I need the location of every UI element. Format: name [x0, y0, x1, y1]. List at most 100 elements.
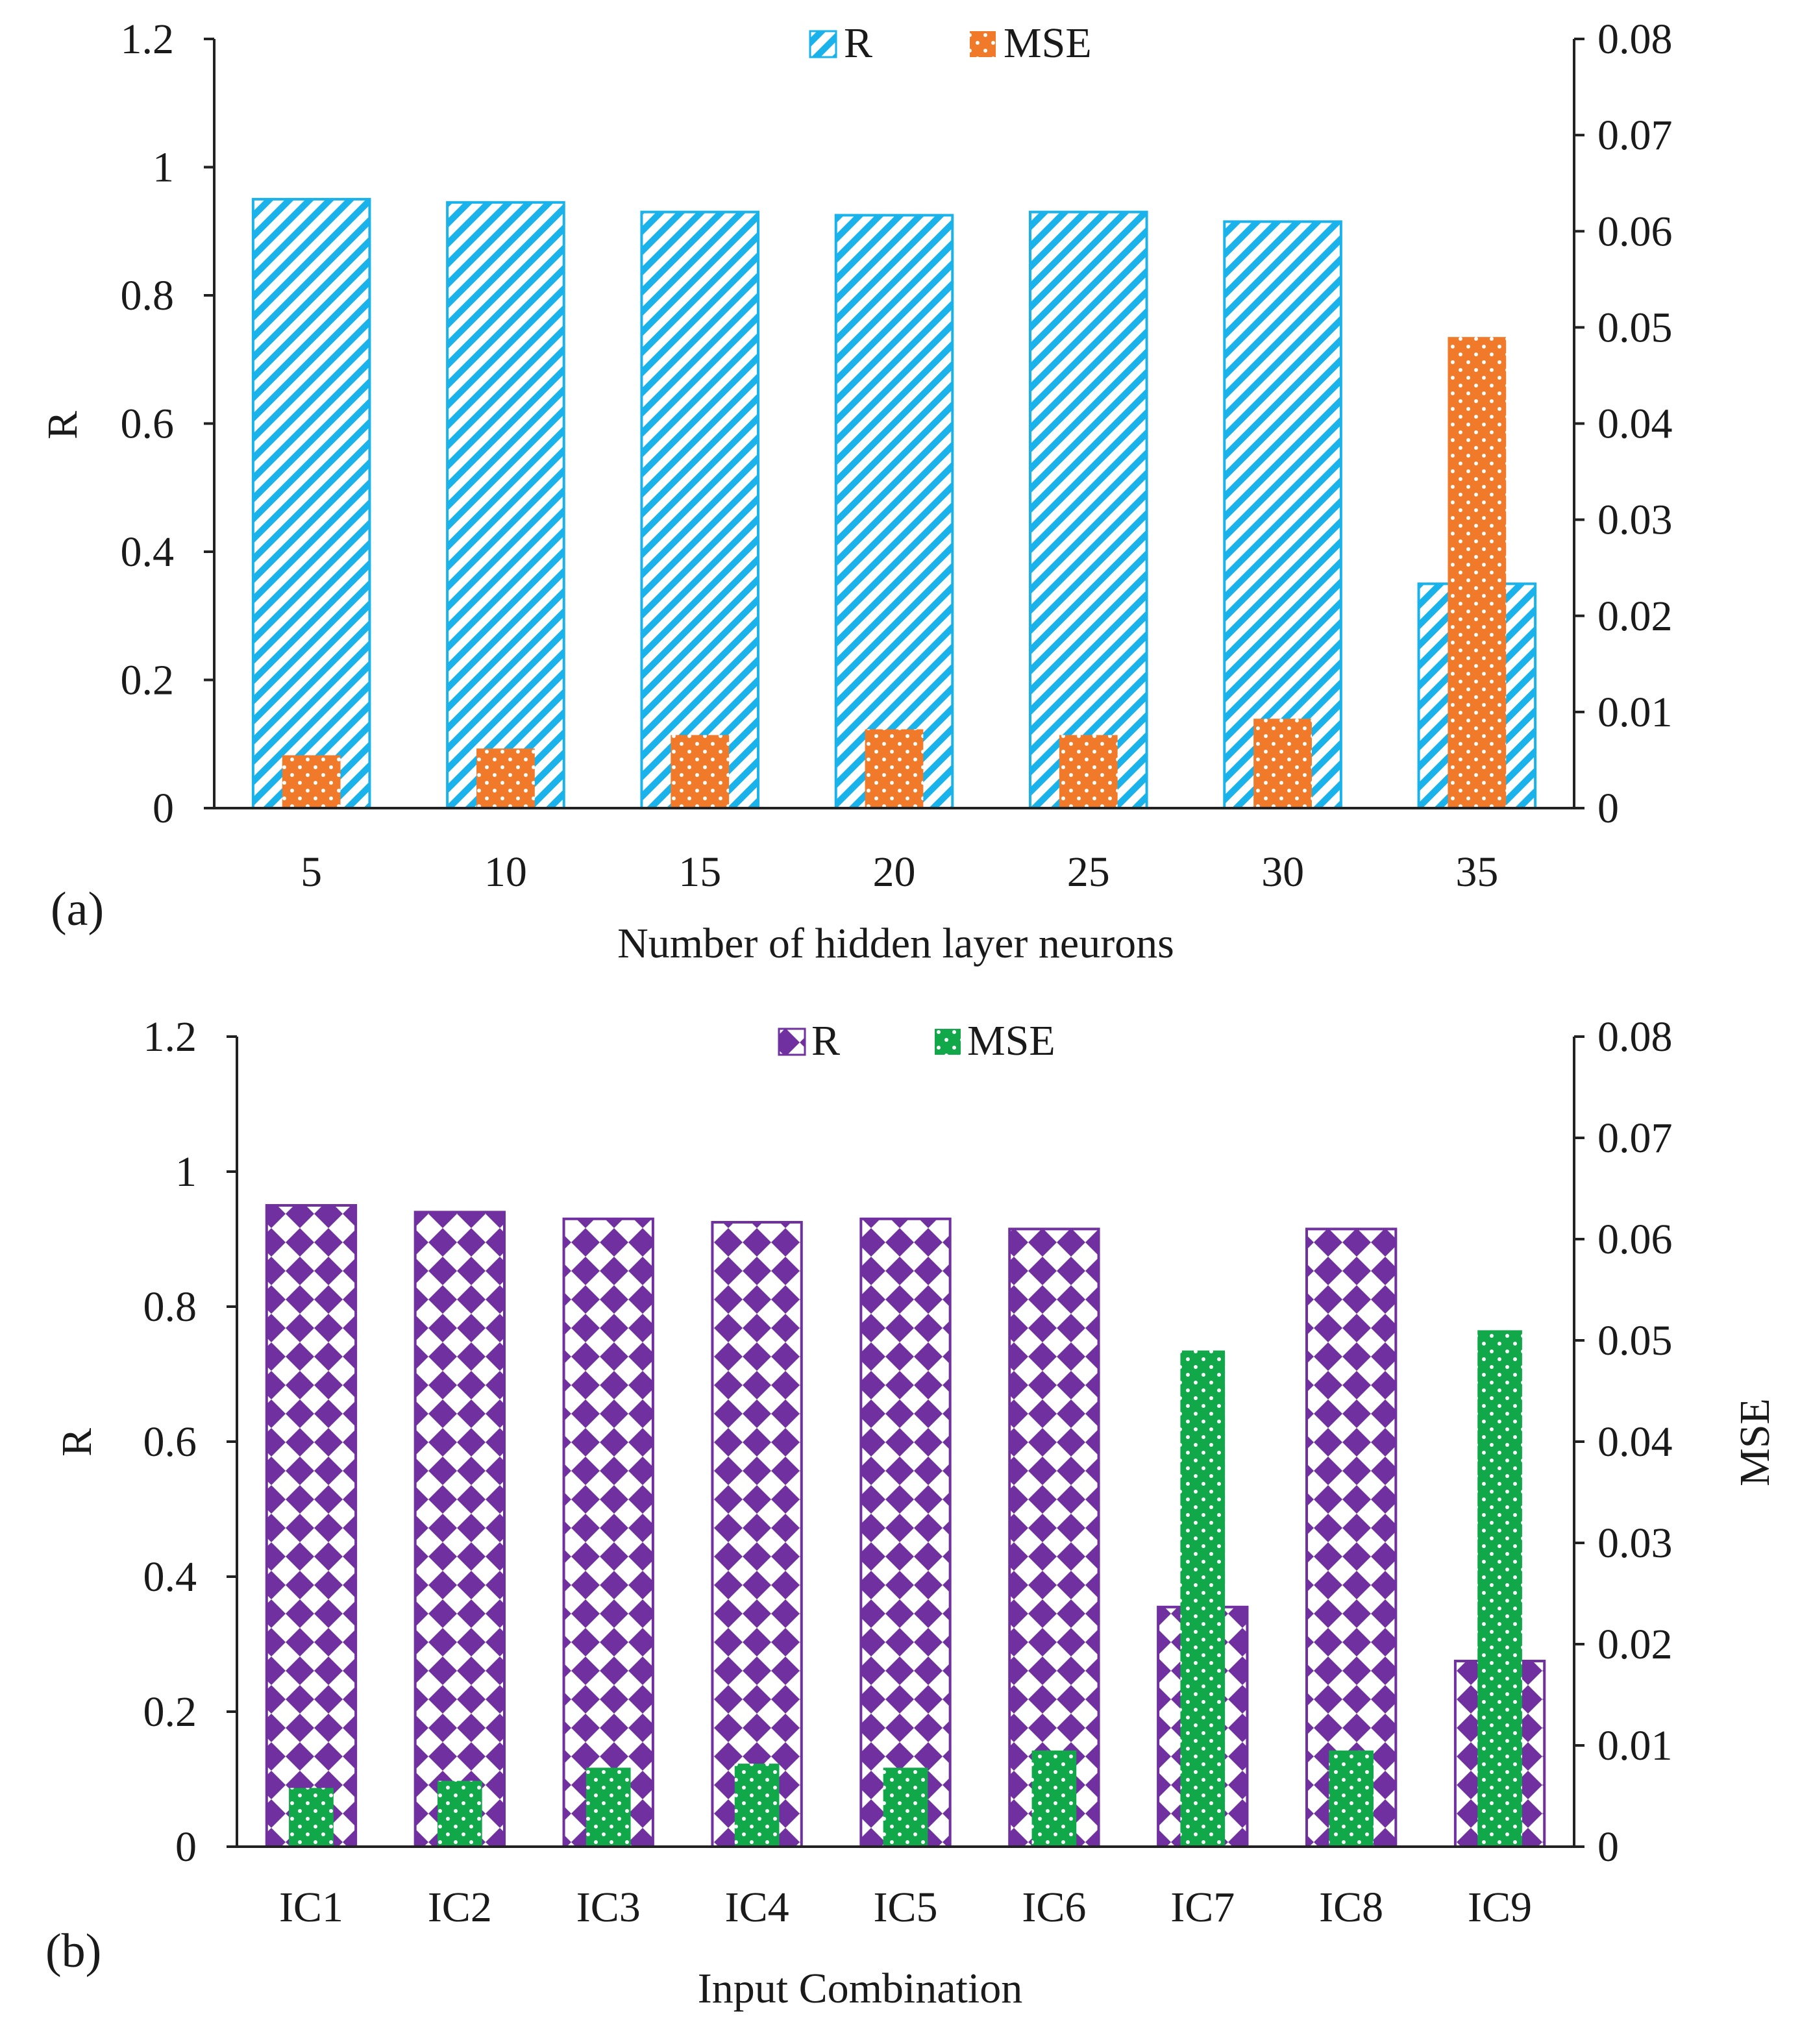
panel-a-y2-ticks: 0 0.01 0.02 0.03 0.04 0.05 0.06 0.07 0.08: [1574, 16, 1673, 832]
bar-r-a-20: [834, 214, 954, 809]
bar-mse-b-IC4: [734, 1764, 780, 1847]
bar-mse-b-IC1: [289, 1788, 334, 1847]
y2-tick-a-0.02: 0.02: [1597, 593, 1673, 640]
bar-r-a-5: [251, 197, 371, 809]
bar-mse-a-35: [1448, 337, 1507, 808]
x-tick-b-IC5: IC5: [874, 1884, 938, 1931]
y-tick-a-0.6: 0.6: [121, 400, 175, 448]
bar-r-b-IC1: [265, 1204, 358, 1848]
x-tick-a-5: 5: [301, 848, 322, 896]
x-tick-b-IC8: IC8: [1319, 1884, 1383, 1931]
y2-tick-a-0.04: 0.04: [1597, 400, 1673, 448]
y-tick-b-0.8: 0.8: [143, 1283, 197, 1331]
y2-tick-a-0.06: 0.06: [1597, 208, 1673, 255]
y-tick-b-0.6: 0.6: [143, 1418, 197, 1466]
x-tick-b-IC6: IC6: [1022, 1884, 1086, 1931]
panel-b-x-label: Input Combination: [698, 1965, 1022, 2012]
x-tick-b-IC7: IC7: [1170, 1884, 1235, 1931]
legend-label-mse-a: MSE: [1004, 19, 1092, 67]
legend-swatch-r-b: [778, 1028, 806, 1056]
bar-r-a-25: [1029, 210, 1148, 809]
bar-r-a-10: [446, 201, 565, 809]
x-tick-a-10: 10: [484, 848, 527, 896]
y-tick-a-0.4: 0.4: [121, 528, 175, 576]
panel-a-legend: R MSE: [809, 19, 1092, 67]
panel-b: 00.20.40.60.811.2 00.010.020.030.040.050…: [45, 1013, 1779, 2012]
bars-b: [265, 1204, 1546, 1849]
y-tick-b-0.2: 0.2: [143, 1688, 197, 1736]
legend-label-mse-b: MSE: [967, 1017, 1055, 1065]
legend-label-r-a: R: [844, 19, 872, 67]
panel-a: 00.20.40.60.811.2 00.010.020.030.040.050…: [39, 16, 1673, 967]
y-tick-a-0.8: 0.8: [121, 272, 175, 319]
panel-a-x-ticks: 5 10 15 20 25 30 35: [301, 848, 1498, 896]
bar-r-b-IC2: [413, 1211, 506, 1848]
y-tick-b-1: 1: [175, 1148, 197, 1196]
y-tick-b-0.4: 0.4: [143, 1553, 197, 1601]
legend-swatch-mse-b: [935, 1029, 961, 1055]
y2-tick-a-0.01: 0.01: [1597, 689, 1673, 736]
bar-r-a-30: [1223, 220, 1342, 809]
bar-r-b-IC4: [711, 1221, 803, 1848]
bar-mse-b-IC8: [1329, 1750, 1374, 1847]
y2-tick-b-0.07: 0.07: [1597, 1114, 1673, 1162]
bar-mse-b-IC7: [1180, 1350, 1226, 1847]
y-tick-a-0.2: 0.2: [121, 657, 175, 704]
x-tick-b-IC1: IC1: [279, 1884, 343, 1931]
y-tick-a-0: 0: [153, 785, 174, 832]
y2-tick-a-0.05: 0.05: [1597, 304, 1673, 351]
y2-tick-b-0.04: 0.04: [1597, 1418, 1673, 1466]
bar-r-b-IC5: [859, 1217, 952, 1849]
bar-mse-b-IC5: [883, 1767, 928, 1847]
x-tick-b-IC3: IC3: [576, 1884, 641, 1931]
x-tick-b-IC9: IC9: [1468, 1884, 1532, 1931]
panel-a-x-label: Number of hidden layer neurons: [617, 920, 1174, 967]
legend-label-r-b: R: [811, 1017, 840, 1065]
x-tick-a-30: 30: [1261, 848, 1304, 896]
x-tick-b-IC4: IC4: [725, 1884, 789, 1931]
legend-swatch-r-a: [809, 30, 837, 58]
y-tick-a-1.2: 1.2: [121, 16, 175, 63]
y2-tick-b-0: 0: [1597, 1823, 1619, 1871]
panel-b-label: (b): [45, 1925, 101, 1978]
y-tick-a-1: 1: [153, 144, 174, 191]
panel-b-legend: R MSE: [778, 1017, 1055, 1065]
y2-tick-b-0.05: 0.05: [1597, 1317, 1673, 1364]
bar-mse-a-30: [1253, 719, 1312, 808]
x-tick-a-25: 25: [1067, 848, 1110, 896]
bar-mse-a-10: [476, 748, 535, 808]
panel-b-x-ticks: IC1 IC2 IC3 IC4 IC5 IC6 IC7 IC8 IC9: [279, 1884, 1532, 1931]
y2-tick-a-0.07: 0.07: [1597, 112, 1673, 159]
bar-r-b-IC6: [1008, 1227, 1100, 1848]
y2-tick-b-0.06: 0.06: [1597, 1216, 1673, 1263]
bar-mse-b-IC6: [1031, 1750, 1077, 1847]
y2-tick-b-0.08: 0.08: [1597, 1013, 1673, 1061]
legend-swatch-mse-a: [970, 31, 996, 57]
bar-mse-a-15: [671, 735, 730, 808]
y2-tick-a-0.08: 0.08: [1597, 16, 1673, 63]
y2-tick-b-0.02: 0.02: [1597, 1621, 1673, 1668]
y-tick-b-1.2: 1.2: [143, 1013, 197, 1061]
panel-a-y-ticks: 0 0.2 0.4 0.6 0.8 1 1.2: [121, 16, 214, 832]
bar-mse-b-IC9: [1477, 1330, 1522, 1847]
x-tick-a-20: 20: [873, 848, 916, 896]
y2-tick-a-0: 0: [1597, 785, 1619, 832]
y-tick-b-0: 0: [175, 1823, 197, 1871]
bar-r-a-15: [640, 210, 760, 809]
bar-mse-b-IC3: [586, 1767, 631, 1847]
bar-r-b-IC3: [562, 1217, 654, 1849]
y2-tick-b-0.03: 0.03: [1597, 1520, 1673, 1567]
panel-b-y-label: R: [53, 1428, 101, 1457]
y2-tick-a-0.03: 0.03: [1597, 497, 1673, 544]
bar-r-b-IC8: [1305, 1227, 1398, 1848]
panel-a-y-label: R: [39, 411, 86, 439]
x-tick-a-15: 15: [678, 848, 721, 896]
y2-tick-b-0.01: 0.01: [1597, 1722, 1673, 1769]
panel-b-y2-ticks: 0 0.01 0.02 0.03 0.04 0.05 0.06 0.07 0.08: [1574, 1013, 1673, 1871]
bar-mse-a-25: [1059, 735, 1118, 808]
panel-b-y2-label: MSE: [1731, 1398, 1779, 1486]
x-tick-b-IC2: IC2: [428, 1884, 492, 1931]
panel-a-label: (a): [51, 883, 104, 936]
x-tick-a-35: 35: [1455, 848, 1498, 896]
